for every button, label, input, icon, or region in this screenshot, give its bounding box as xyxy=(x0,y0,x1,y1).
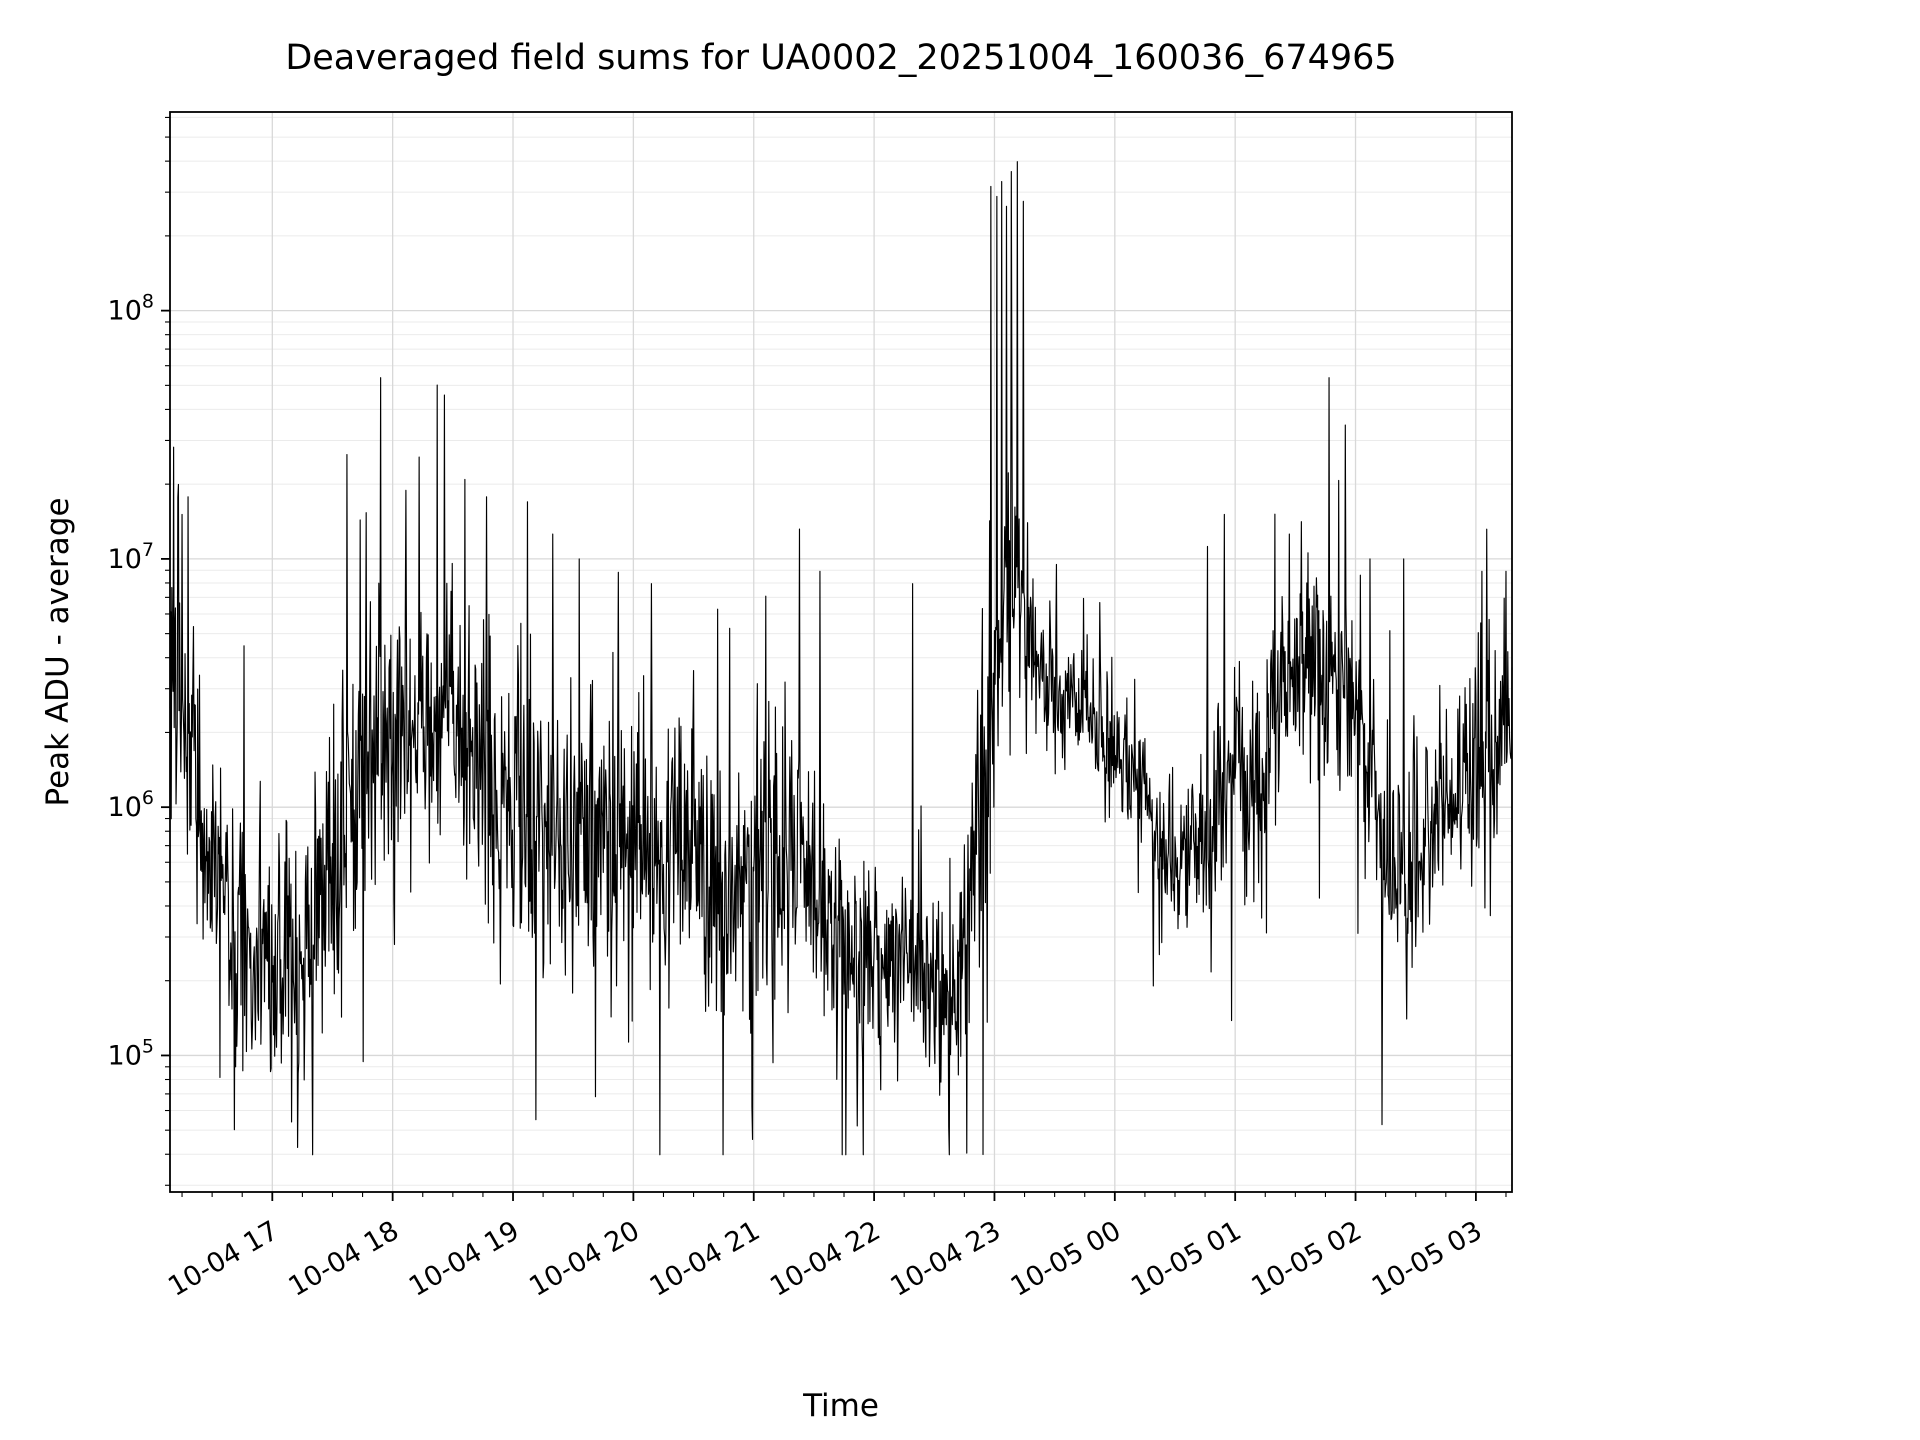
x-tick-label: 10-04 18 xyxy=(284,1215,405,1303)
data-series xyxy=(169,161,1513,1156)
x-tick-label: 10-05 02 xyxy=(1246,1215,1367,1303)
series-line xyxy=(169,161,1513,1156)
x-tick-label: 10-05 03 xyxy=(1367,1215,1488,1303)
y-tick-label: 107 xyxy=(108,539,154,575)
chart-title: Deaveraged field sums for UA0002_2025100… xyxy=(285,38,1397,78)
x-tick-label: 10-05 01 xyxy=(1126,1215,1247,1303)
x-tick-label: 10-04 21 xyxy=(645,1215,766,1303)
x-tick-label: 10-04 23 xyxy=(885,1215,1006,1303)
axes-spines xyxy=(169,111,1513,1193)
x-axis-label: Time xyxy=(803,1388,879,1424)
y-axis-ticks: 105 106 107 108 xyxy=(108,116,170,1186)
x-tick-label: 10-04 22 xyxy=(765,1215,886,1303)
gridlines-major xyxy=(170,112,1512,1192)
y-tick-label: 105 xyxy=(108,1035,154,1071)
x-tick-label: 10-04 19 xyxy=(404,1215,525,1303)
x-tick-label: 10-05 00 xyxy=(1006,1215,1127,1303)
x-axis-ticks: 10-04 17 10-04 18 10-04 19 10-04 20 10-04 21… xyxy=(163,1192,1507,1303)
x-tick-label: 10-04 17 xyxy=(163,1215,284,1303)
y-tick-label: 106 xyxy=(108,787,154,823)
y-tick-label: 108 xyxy=(108,291,154,327)
plot-border xyxy=(169,111,1513,1193)
x-tick-label: 10-04 20 xyxy=(524,1215,645,1303)
